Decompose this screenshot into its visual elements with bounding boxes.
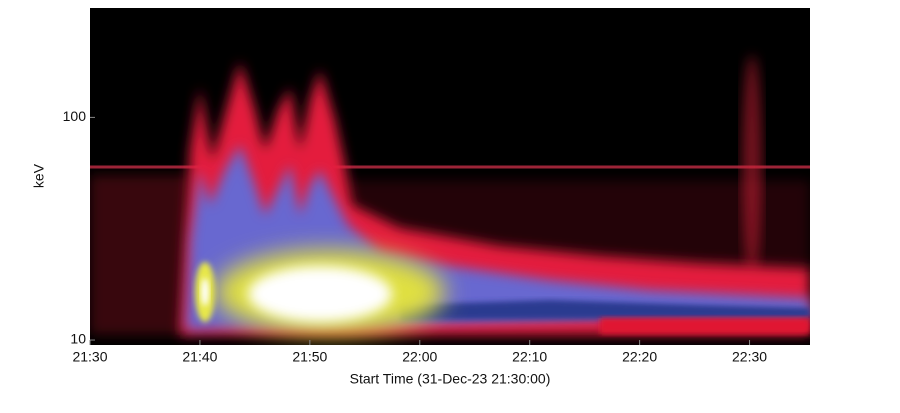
y-tick-label: 10 [70,331,86,347]
x-tick-label: 22:30 [732,349,767,365]
y-axis-label: keV [31,163,47,188]
x-tick-label: 21:30 [72,349,107,365]
spectrogram-image [90,8,810,345]
x-tick-label: 22:10 [512,349,547,365]
x-tick-label: 21:50 [292,349,327,365]
x-tick-label: 21:40 [182,349,217,365]
x-tick-label: 22:00 [402,349,437,365]
x-tick-label: 22:20 [622,349,657,365]
y-tick-label: 100 [63,108,87,124]
x-axis-label: Start Time (31-Dec-23 21:30:00) [350,371,551,387]
